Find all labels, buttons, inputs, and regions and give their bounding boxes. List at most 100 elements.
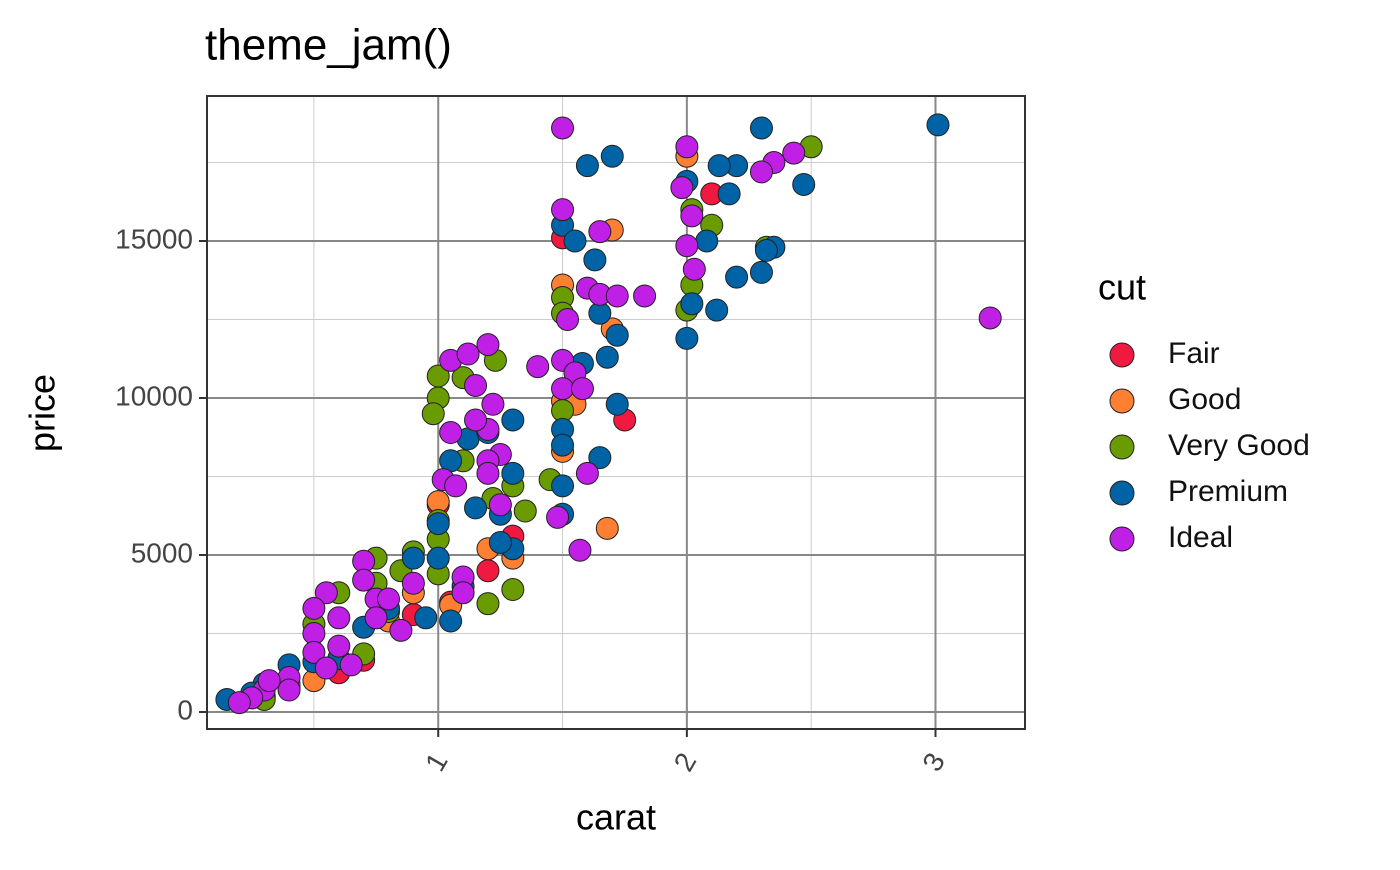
- panel-border: [206, 95, 1026, 730]
- point: [749, 260, 773, 284]
- point: [513, 499, 537, 523]
- point: [551, 116, 575, 140]
- point: [551, 474, 575, 498]
- point: [551, 377, 575, 401]
- legend-key: [1109, 342, 1135, 368]
- point: [707, 154, 731, 178]
- point: [464, 496, 488, 520]
- point: [327, 606, 351, 630]
- legend-label: Premium: [1168, 475, 1288, 508]
- point: [389, 618, 413, 642]
- point: [414, 606, 438, 630]
- point: [501, 578, 525, 602]
- point: [227, 691, 251, 715]
- point: [588, 446, 612, 470]
- point: [605, 323, 629, 347]
- point: [695, 229, 719, 253]
- point: [926, 113, 950, 137]
- chart-title: theme_jam(): [205, 21, 452, 70]
- point: [426, 546, 450, 570]
- point: [464, 373, 488, 397]
- point: [749, 116, 773, 140]
- legend-label: Very Good: [1168, 429, 1310, 462]
- y-tick-label: 10000: [115, 380, 193, 411]
- point: [476, 333, 500, 357]
- legend-label: Good: [1168, 383, 1241, 416]
- point: [782, 141, 806, 165]
- point: [302, 596, 326, 620]
- legend-key: [1109, 434, 1135, 460]
- x-tick-label: 1: [419, 747, 454, 776]
- point: [551, 433, 575, 457]
- point: [476, 592, 500, 616]
- legend-key: [1109, 526, 1135, 552]
- point: [556, 308, 580, 332]
- point: [792, 172, 816, 196]
- point: [675, 326, 699, 350]
- point: [754, 238, 778, 262]
- point: [570, 377, 594, 401]
- point: [421, 402, 445, 426]
- point: [526, 355, 550, 379]
- point: [675, 234, 699, 258]
- point: [595, 516, 619, 540]
- y-tick-label: 0: [177, 694, 193, 725]
- point: [605, 284, 629, 308]
- point: [680, 204, 704, 228]
- point: [670, 176, 694, 200]
- point: [451, 581, 475, 605]
- point: [476, 461, 500, 485]
- point: [488, 530, 512, 554]
- point: [682, 257, 706, 281]
- point: [364, 606, 388, 630]
- point: [600, 144, 624, 168]
- point: [439, 421, 463, 445]
- point: [439, 609, 463, 633]
- point: [464, 408, 488, 432]
- point: [456, 342, 480, 366]
- point: [595, 345, 619, 369]
- point: [605, 392, 629, 416]
- y-axis-label: price: [22, 374, 63, 452]
- point: [575, 461, 599, 485]
- point: [377, 587, 401, 611]
- point: [501, 408, 525, 432]
- point: [588, 220, 612, 244]
- x-tick-label: 2: [668, 747, 703, 776]
- point: [546, 505, 570, 529]
- point: [257, 669, 281, 693]
- point: [633, 284, 657, 308]
- point: [481, 392, 505, 416]
- point: [401, 571, 425, 595]
- x-axis-label: carat: [576, 797, 656, 838]
- point: [563, 229, 587, 253]
- point: [583, 248, 607, 272]
- point: [401, 546, 425, 570]
- y-tick-label: 15000: [115, 223, 193, 254]
- point: [352, 568, 376, 592]
- point: [426, 512, 450, 536]
- y-tick-label: 5000: [131, 537, 193, 568]
- legend-key: [1109, 480, 1135, 506]
- point: [675, 135, 699, 159]
- point: [705, 298, 729, 322]
- point: [717, 182, 741, 206]
- point: [302, 640, 326, 664]
- legend-key: [1109, 388, 1135, 414]
- point: [551, 198, 575, 222]
- legend-label: Fair: [1168, 337, 1220, 370]
- point: [314, 656, 338, 680]
- point: [339, 653, 363, 677]
- point: [749, 160, 773, 184]
- point: [327, 634, 351, 658]
- point: [314, 581, 338, 605]
- point: [488, 493, 512, 517]
- point: [277, 678, 301, 702]
- point: [575, 154, 599, 178]
- legend-label: Ideal: [1168, 521, 1233, 554]
- point: [476, 559, 500, 583]
- point: [725, 265, 749, 289]
- point: [568, 538, 592, 562]
